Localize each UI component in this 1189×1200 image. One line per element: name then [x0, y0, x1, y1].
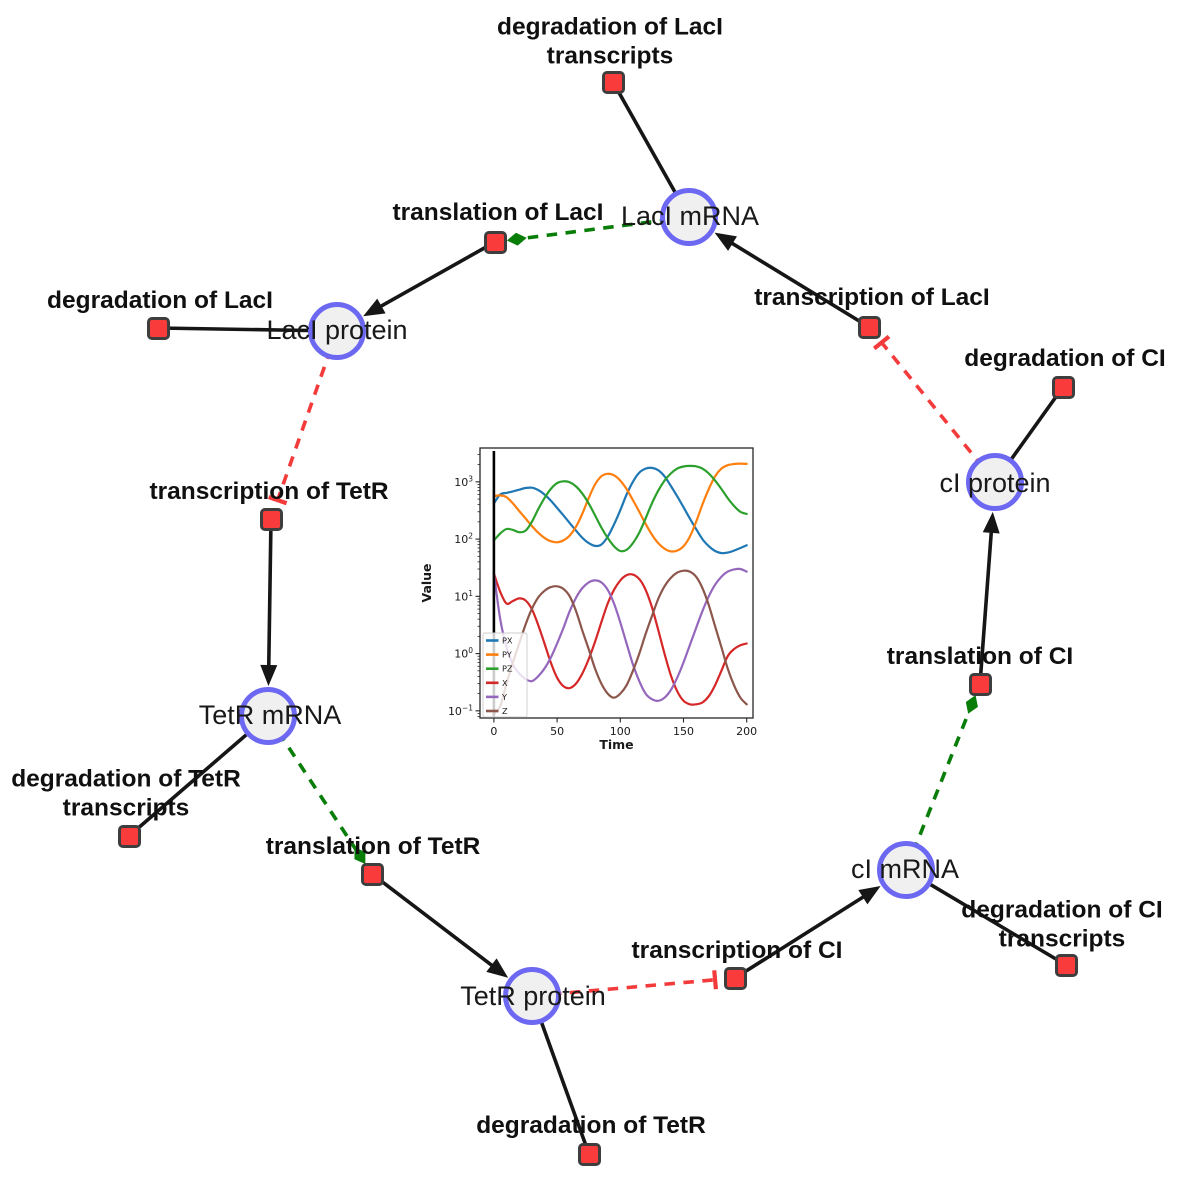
reaction-label-line: transcripts — [546, 42, 674, 69]
chart-frame — [479, 447, 754, 719]
svg-text:50: 50 — [550, 725, 564, 738]
reaction-label-degradation-of-tetR-transcripts: degradation of TetR transcripts — [11, 766, 241, 823]
reaction-node-transcription-of-cI[interactable] — [723, 966, 747, 990]
reaction-label-line: transcripts — [62, 794, 190, 821]
edge-production-transcription-of-cI-cI-mRNA — [734, 886, 881, 980]
reaction-label-degradation-of-cI-transcripts: degradation of CI transcripts — [961, 897, 1162, 954]
svg-text:102: 102 — [454, 532, 473, 547]
reaction-node-degradation-of-lacI[interactable] — [146, 316, 170, 340]
reaction-node-translation-of-cI[interactable] — [968, 672, 992, 696]
edge-production-translation-of-lacI-lacI-protein — [363, 240, 496, 317]
species-label-cI-protein: cI protein — [939, 468, 1051, 498]
species-label-tetR-mRNA: TetR mRNA — [198, 700, 342, 730]
reaction-label-line: translation of CI — [886, 642, 1074, 670]
edge-consumption-tetR-mRNA-degradation-of-tetR-transcripts — [127, 714, 270, 838]
reaction-node-translation-of-lacI[interactable] — [483, 230, 507, 254]
reaction-label-degradation-of-cI: degradation of CI — [964, 345, 1165, 374]
reaction-label-degradation-of-lacI: degradation of LacI — [47, 287, 273, 316]
reaction-label-degradation-of-tetR: degradation of TetR — [476, 1112, 706, 1141]
reaction-label-translation-of-cI: translation of CI — [887, 643, 1073, 672]
species-label-cI-mRNA: cI mRNA — [851, 854, 959, 884]
chart-series-X — [492, 572, 748, 706]
reaction-label-transcription-of-cI: transcription of CI — [632, 937, 843, 966]
reaction-label-line: degradation of TetR — [476, 1111, 706, 1139]
reaction-label-line: translation of TetR — [265, 832, 481, 860]
species-node-tetR-mRNA[interactable] — [239, 687, 297, 745]
svg-text:103: 103 — [454, 474, 473, 489]
svg-text:200: 200 — [736, 725, 757, 738]
reaction-label-line: degradation of CI — [964, 344, 1166, 372]
reaction-node-degradation-of-tetR[interactable] — [577, 1142, 601, 1166]
svg-text:100: 100 — [610, 725, 631, 738]
reaction-label-transcription-of-tetR: transcription of TetR — [149, 478, 388, 507]
edge-production-transcription-of-tetR-tetR-mRNA — [260, 518, 278, 687]
species-label-lacI-mRNA: LacI mRNA — [620, 201, 760, 231]
legend-entry-PZ: PZ — [502, 664, 513, 674]
svg-text:0: 0 — [490, 725, 497, 738]
chart-ylabel: Value — [419, 563, 434, 602]
species-label-lacI-protein: LacI protein — [266, 315, 408, 345]
reaction-node-degradation-of-cI-transcripts[interactable] — [1054, 953, 1078, 977]
reaction-label-line: transcription of TetR — [149, 477, 389, 505]
species-node-lacI-mRNA[interactable] — [660, 188, 718, 246]
reaction-label-transcription-of-lacI: transcription of LacI — [754, 284, 990, 313]
reaction-label-line: degradation of LacI — [47, 286, 273, 314]
reaction-node-translation-of-tetR[interactable] — [360, 862, 384, 886]
chart-series-Z — [492, 569, 748, 715]
svg-text:10−1: 10−1 — [448, 703, 473, 718]
legend-entry-Y: Y — [501, 692, 508, 702]
legend-entry-Z: Z — [502, 706, 508, 716]
edge-production-transcription-of-lacI-lacI-mRNA — [714, 232, 870, 329]
edge-consumption-lacI-protein-degradation-of-lacI — [157, 326, 338, 333]
chart-series-PY — [492, 462, 748, 553]
chart-series-group — [492, 462, 748, 715]
reaction-node-transcription-of-lacI[interactable] — [857, 315, 881, 339]
reaction-node-degradation-of-tetR-transcripts[interactable] — [117, 824, 141, 848]
species-node-tetR-protein[interactable] — [503, 967, 561, 1025]
legend-entry-X: X — [502, 678, 508, 688]
edge-inhibition-tetR-protein-transcription-of-cI — [531, 970, 719, 998]
legend-entry-PY: PY — [502, 650, 513, 660]
legend-entry-PX: PX — [502, 636, 513, 646]
reaction-label-line: transcription of LacI — [754, 283, 990, 311]
reaction-label-translation-of-lacI: translation of LacI — [392, 199, 603, 228]
chart-series-Y — [492, 567, 748, 702]
species-node-lacI-protein[interactable] — [308, 302, 366, 360]
chart-legend: PX PY PZ XYZ — [482, 632, 528, 718]
chart-xlabel: Time — [599, 737, 633, 752]
reaction-label-line: degradation of TetR — [11, 765, 241, 793]
svg-text:101: 101 — [454, 589, 473, 604]
reaction-label-line: transcription of CI — [631, 936, 843, 964]
edge-inhibition-lacI-protein-transcription-of-tetR — [267, 330, 339, 506]
reaction-node-degradation-of-lacI-transcripts[interactable] — [601, 70, 625, 94]
edge-inhibition-cI-protein-transcription-of-lacI — [872, 334, 997, 484]
species-node-cI-mRNA[interactable] — [877, 841, 935, 899]
species-node-cI-protein[interactable] — [966, 453, 1024, 511]
reaction-label-line: degradation of CI — [961, 896, 1163, 924]
chart-series-PZ — [492, 464, 748, 553]
reaction-label-degradation-of-lacI-transcripts: degradation of LacI transcripts — [497, 14, 723, 71]
reaction-label-line: transcripts — [998, 925, 1126, 952]
species-label-tetR-protein: TetR protein — [460, 981, 606, 1011]
reaction-label-line: degradation of LacI — [497, 13, 723, 41]
chart-series-PX — [492, 466, 748, 555]
edge-production-translation-of-tetR-tetR-protein — [370, 872, 509, 978]
svg-text:150: 150 — [673, 725, 694, 738]
edge-production-translation-of-cI-cI-protein — [978, 511, 1000, 685]
reaction-node-degradation-of-cI[interactable] — [1051, 375, 1075, 399]
reaction-label-translation-of-tetR: translation of TetR — [266, 833, 481, 862]
edge-consumption-cI-mRNA-degradation-of-cI-transcripts — [905, 868, 1067, 967]
svg-text:100: 100 — [454, 646, 473, 661]
reaction-label-line: translation of LacI — [392, 198, 604, 226]
reaction-node-transcription-of-tetR[interactable] — [259, 507, 283, 531]
